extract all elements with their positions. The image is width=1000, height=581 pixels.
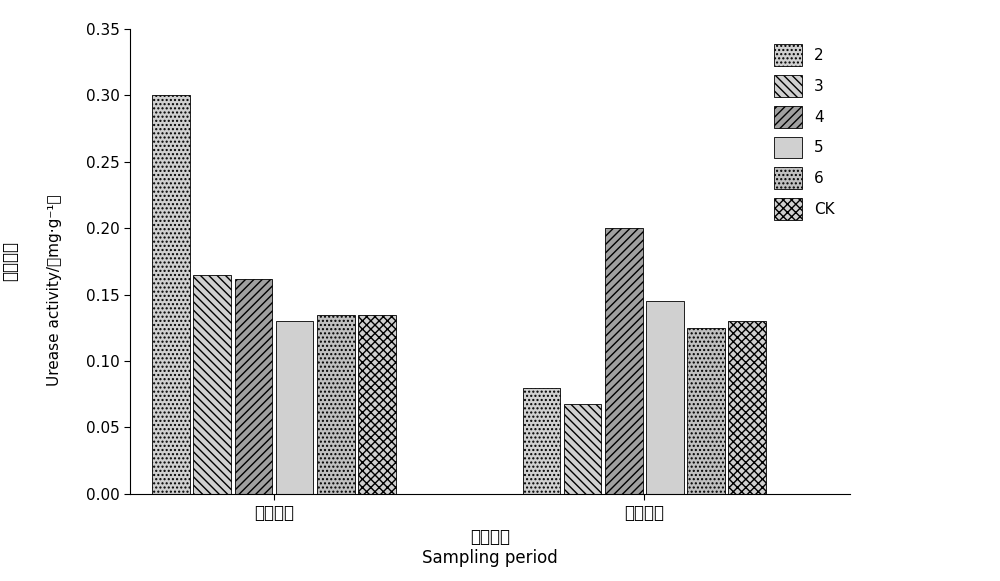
Bar: [564, 404, 601, 494]
X-axis label: 采样时期
Sampling period: 采样时期 Sampling period: [422, 528, 558, 566]
Legend: 2, 3, 4, 5, 6, CK: 2, 3, 4, 5, 6, CK: [767, 37, 842, 228]
Text: Urease activity/（mg·g⁻¹）: Urease activity/（mg·g⁻¹）: [47, 195, 63, 386]
Bar: [646, 302, 684, 494]
Bar: [193, 275, 231, 494]
Bar: [728, 321, 766, 494]
Bar: [523, 388, 560, 494]
Bar: [152, 95, 190, 494]
Bar: [235, 279, 272, 494]
Bar: [317, 314, 355, 494]
Bar: [605, 228, 643, 494]
Bar: [276, 321, 313, 494]
Text: 脲酶活性: 脲酶活性: [1, 242, 19, 281]
Bar: [358, 314, 396, 494]
Bar: [687, 328, 725, 494]
